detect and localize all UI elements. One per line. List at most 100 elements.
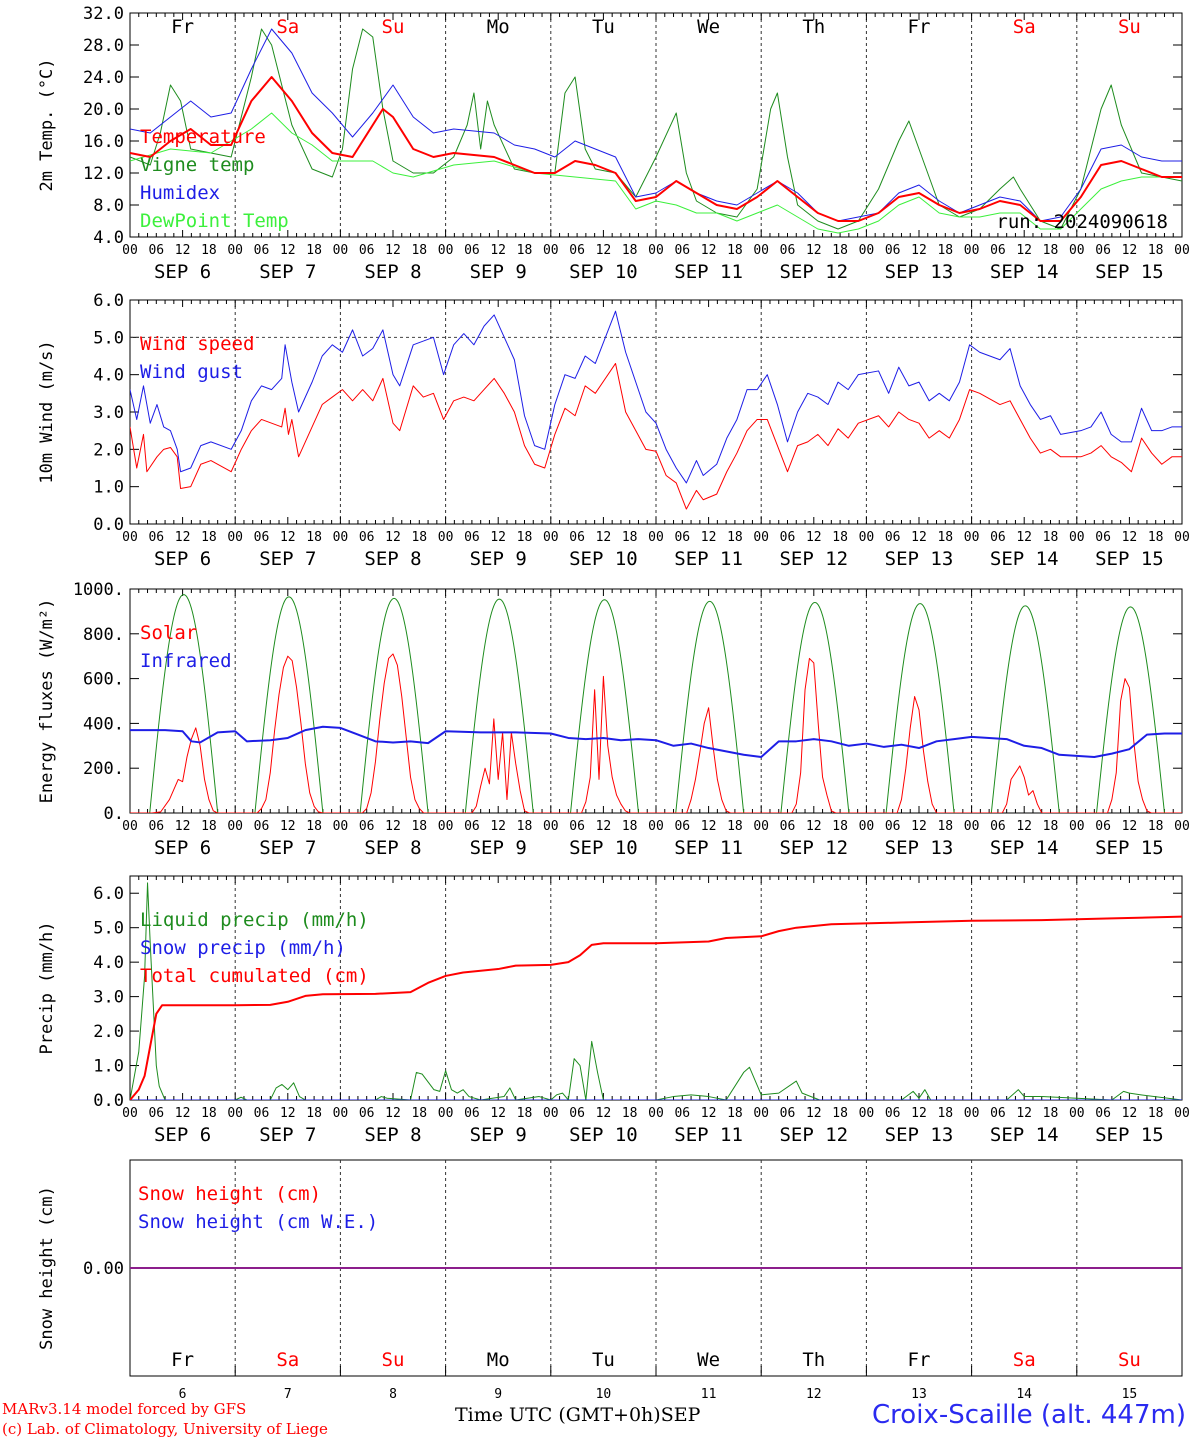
- y-axis-label: 2m Temp. (°C): [37, 58, 57, 191]
- x-date-label: SEP 10: [569, 261, 638, 283]
- x-hour-label: 12: [280, 819, 296, 834]
- x-hour-label: 00: [648, 819, 664, 834]
- x-hour-label: 06: [569, 243, 585, 258]
- x-hour-label: 00: [648, 1106, 664, 1121]
- x-hour-label: 00: [1069, 530, 1085, 545]
- x-hour-label: 12: [806, 819, 822, 834]
- x-hour-label: 06: [148, 530, 164, 545]
- series-line-red: [130, 76, 1182, 222]
- weekday-label-bottom: Tu: [592, 1349, 615, 1371]
- x-hour-label: 12: [385, 530, 401, 545]
- x-hour-label: 00: [964, 243, 980, 258]
- y-tick-label: 4.0: [93, 228, 124, 248]
- y-tick-label: 5.0: [93, 919, 124, 939]
- y-tick-label: 20.0: [83, 100, 124, 120]
- toa-solar-line: [550, 599, 656, 813]
- x-hour-label: 18: [306, 819, 322, 834]
- x-hour-label: 12: [490, 530, 506, 545]
- run-annotation: run: 2024090618: [996, 211, 1168, 233]
- x-hour-label: 12: [911, 819, 927, 834]
- x-hour-label: 12: [1122, 819, 1138, 834]
- legend-wind-speed: Wind speed: [140, 333, 254, 355]
- toa-solar-line: [1076, 606, 1182, 813]
- x-hour-label: 06: [359, 530, 375, 545]
- x-hour-label: 12: [1122, 530, 1138, 545]
- series-line-light_green: [130, 112, 1182, 234]
- x-hour-label: 18: [201, 819, 217, 834]
- x-hour-label: 18: [411, 243, 427, 258]
- y-tick-label: 28.0: [83, 36, 124, 56]
- x-hour-label: 12: [175, 819, 191, 834]
- x-hour-label: 06: [885, 243, 901, 258]
- x-hour-label: 06: [674, 1106, 690, 1121]
- x-hour-label: 00: [333, 1106, 349, 1121]
- y-tick-label: 6.0: [93, 291, 124, 311]
- y-tick-label: 8.0: [93, 196, 124, 216]
- x-hour-label: 00: [859, 1106, 875, 1121]
- weekday-label-top: Fr: [908, 16, 931, 38]
- x-hour-label: 06: [674, 819, 690, 834]
- x-axis-month: SEP: [660, 1404, 701, 1426]
- x-hour-label: 12: [596, 1106, 612, 1121]
- x-date-label: SEP 8: [364, 548, 421, 570]
- x-date-label: SEP 6: [154, 1124, 211, 1146]
- x-hour-label: 00: [227, 1106, 243, 1121]
- legend-infrared: Infrared: [140, 650, 232, 672]
- x-hour-label: 18: [937, 243, 953, 258]
- x-date-label: SEP 12: [779, 261, 848, 283]
- x-date-label: SEP 14: [990, 548, 1059, 570]
- solar-line: [1076, 678, 1182, 813]
- x-hour-label: 12: [385, 243, 401, 258]
- weekday-label-top: Su: [1118, 16, 1141, 38]
- x-hour-label: 18: [937, 530, 953, 545]
- x-hour-label: 06: [1095, 1106, 1111, 1121]
- x-date-label: SEP 9: [470, 1124, 527, 1146]
- day-number-label: 14: [1016, 1387, 1032, 1402]
- x-hour-label: 00: [1174, 530, 1190, 545]
- x-date-label: SEP 12: [779, 1124, 848, 1146]
- y-axis-label: 10m Wind (m/s): [37, 340, 57, 483]
- x-hour-label: 00: [648, 243, 664, 258]
- x-hour-label: 00: [122, 1106, 138, 1121]
- x-hour-label: 12: [490, 1106, 506, 1121]
- x-hour-label: 06: [1095, 530, 1111, 545]
- x-hour-label: 18: [517, 530, 533, 545]
- panel-4: 0.0 1.0 2.0 3.0 4.0 5.0 6.0 Precip (mm/h) 00 06 12…: [37, 875, 1190, 1146]
- y-tick-label: 4.0: [93, 953, 124, 973]
- x-hour-label: 12: [175, 243, 191, 258]
- y-tick-label: 3.0: [93, 403, 124, 423]
- x-date-label: SEP 13: [885, 261, 954, 283]
- y-tick-label: 800.: [83, 625, 124, 645]
- x-date-label: SEP 7: [259, 261, 316, 283]
- panel-3: 0. 200. 400. 600. 800. 1000. Energy fluxes (W/…: [37, 580, 1190, 859]
- x-hour-label: 12: [280, 243, 296, 258]
- solar-line: [761, 657, 867, 813]
- x-hour-label: 06: [1095, 243, 1111, 258]
- x-hour-label: 12: [1016, 819, 1032, 834]
- x-hour-label: 12: [1016, 1106, 1032, 1121]
- x-hour-label: 06: [359, 1106, 375, 1121]
- x-hour-label: 06: [464, 1106, 480, 1121]
- x-hour-label: 00: [753, 530, 769, 545]
- x-hour-label: 12: [1016, 530, 1032, 545]
- solar-line: [130, 727, 236, 813]
- x-hour-label: 12: [701, 530, 717, 545]
- x-date-label: SEP 8: [364, 1124, 421, 1146]
- y-tick-label: 24.0: [83, 68, 124, 88]
- x-date-label: SEP 6: [154, 837, 211, 859]
- toa-solar-line: [340, 597, 446, 813]
- x-hour-label: 18: [306, 1106, 322, 1121]
- x-hour-label: 18: [1148, 530, 1164, 545]
- x-hour-label: 06: [254, 819, 270, 834]
- x-hour-label: 18: [411, 530, 427, 545]
- x-hour-label: 06: [1095, 819, 1111, 834]
- weekday-label-bottom: Su: [1118, 1349, 1141, 1371]
- weekday-label-top: Mo: [487, 16, 510, 38]
- x-hour-label: 06: [990, 530, 1006, 545]
- legend-solar: Solar: [140, 622, 197, 644]
- x-hour-label: 00: [1069, 819, 1085, 834]
- weekday-label-top: Sa: [276, 16, 299, 38]
- x-hour-label: 06: [148, 819, 164, 834]
- x-hour-label: 00: [964, 530, 980, 545]
